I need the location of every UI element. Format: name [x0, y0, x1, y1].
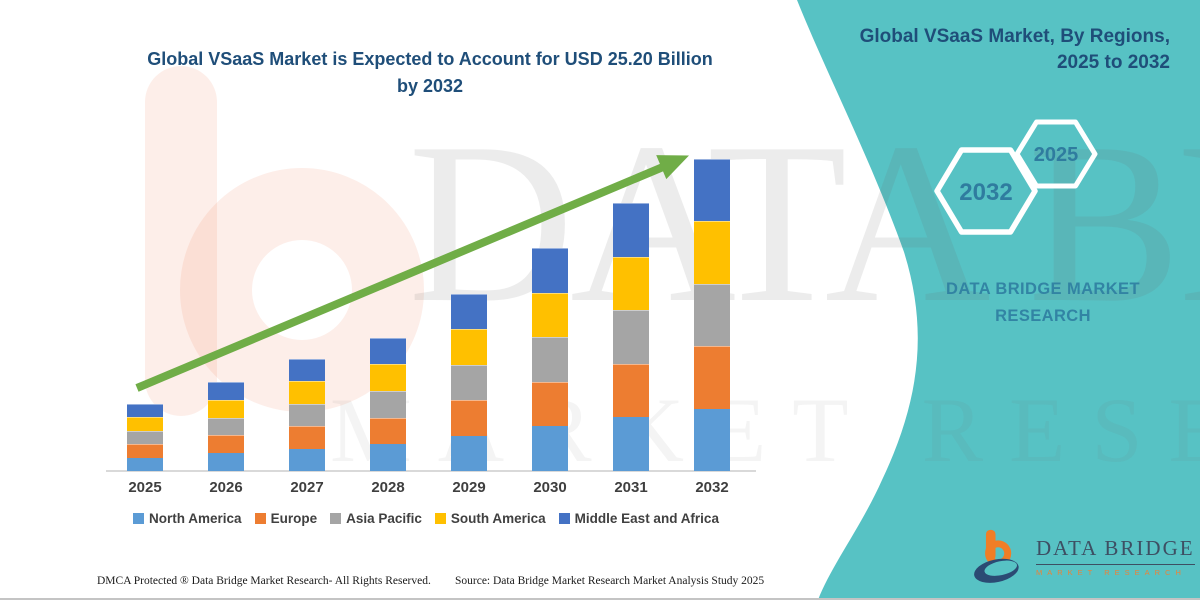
bar-segment-north-america: [127, 457, 163, 471]
bar-segment-asia-pacific: [289, 403, 325, 427]
side-panel-heading: Global VSaaS Market, By Regions, 2025 to…: [850, 24, 1170, 76]
bar-segment-europe: [208, 435, 244, 454]
legend-label-north-america: North America: [149, 511, 242, 526]
bar-segment-europe: [694, 346, 730, 409]
bar-segment-asia-pacific: [451, 364, 487, 401]
bar-segment-middle-east-and-africa: [127, 404, 163, 418]
bar-segment-south-america: [613, 256, 649, 311]
chart-title: Global VSaaS Market is Expected to Accou…: [90, 46, 770, 100]
bar-segment-north-america: [289, 448, 325, 471]
side-heading-line1: Global VSaaS Market, By Regions,: [859, 26, 1170, 47]
bar-segment-europe: [370, 417, 406, 445]
hexagon-2032: [934, 147, 1038, 235]
legend-swatch-asia-pacific: [330, 513, 342, 524]
x-axis-label-2031: 2031: [614, 479, 648, 496]
bar-segment-middle-east-and-africa: [208, 382, 244, 400]
bar-2028: [370, 337, 406, 471]
bar-segment-north-america: [532, 426, 568, 471]
bar-segment-middle-east-and-africa: [613, 203, 649, 257]
bar-segment-europe: [532, 381, 568, 427]
bar-segment-south-america: [208, 399, 244, 418]
bar-2032: [694, 159, 730, 471]
bar-segment-europe: [613, 363, 649, 418]
legend-label-asia-pacific: Asia Pacific: [346, 511, 422, 526]
bar-segment-asia-pacific: [208, 417, 244, 436]
legend-item-north-america: North America: [133, 511, 242, 526]
chart-title-line2: by 2032: [396, 76, 464, 96]
company-logo-title: DATA BRIDGE: [1036, 536, 1195, 565]
x-axis-label-2028: 2028: [371, 479, 405, 496]
hexagon-2025-label: 2025: [1034, 144, 1079, 166]
x-axis-label-2029: 2029: [452, 479, 486, 496]
bar-segment-asia-pacific: [694, 283, 730, 347]
x-axis-line: [106, 470, 756, 472]
legend-item-asia-pacific: Asia Pacific: [330, 511, 422, 526]
legend-swatch-north-america: [133, 513, 145, 524]
x-axis-label-2027: 2027: [290, 479, 324, 496]
source-note: Source: Data Bridge Market Research Mark…: [455, 575, 765, 587]
legend-label-europe: Europe: [270, 511, 318, 526]
bar-2025: [127, 404, 163, 471]
legend-item-south-america: South America: [434, 511, 546, 526]
hexagon-2032-label: 2032: [959, 179, 1012, 206]
legend-swatch-south-america: [434, 513, 446, 524]
teal-panel-shape: [797, 0, 1200, 600]
legend-swatch-europe: [254, 513, 266, 524]
bar-segment-europe: [289, 426, 325, 449]
legend-label-middle-east-and-africa: Middle East and Africa: [574, 511, 719, 526]
bar-segment-asia-pacific: [613, 310, 649, 364]
hexagon-2025: [1014, 119, 1098, 189]
dmca-notice: DMCA Protected ® Data Bridge Market Rese…: [97, 575, 431, 587]
bar-segment-middle-east-and-africa: [289, 359, 325, 382]
bar-segment-south-america: [694, 221, 730, 284]
bar-segment-middle-east-and-africa: [532, 248, 568, 293]
company-logo-text: DATA BRIDGE MARKET RESEARCH: [1036, 536, 1195, 577]
legend-item-middle-east-and-africa: Middle East and Africa: [558, 511, 719, 526]
legend-label-south-america: South America: [450, 511, 546, 526]
bar-2026: [208, 382, 244, 471]
bar-segment-middle-east-and-africa: [694, 159, 730, 222]
bar-segment-asia-pacific: [127, 430, 163, 445]
x-axis-label-2026: 2026: [209, 479, 243, 496]
brand-wordmark-line1: DATA BRIDGE MARKET: [946, 280, 1140, 298]
legend-swatch-middle-east-and-africa: [558, 513, 570, 524]
side-heading-line2: 2025 to 2032: [1056, 52, 1170, 73]
bar-segment-asia-pacific: [532, 337, 568, 382]
bar-2031: [613, 203, 649, 471]
company-logo-icon: [974, 529, 1019, 583]
bar-segment-middle-east-and-africa: [451, 294, 487, 330]
x-axis-label-2032: 2032: [695, 479, 729, 496]
bar-segment-north-america: [208, 453, 244, 471]
bar-2030: [532, 248, 568, 471]
chart-legend: North America Europe Asia Pacific South Ame…: [88, 511, 764, 526]
bar-segment-south-america: [451, 329, 487, 365]
company-logo-subtitle: MARKET RESEARCH: [1036, 567, 1186, 577]
year-hexagons: 2025 2032: [934, 119, 1098, 235]
bar-2027: [289, 359, 325, 471]
bar-segment-south-america: [289, 381, 325, 404]
bar-segment-asia-pacific: [370, 390, 406, 418]
bar-segment-europe: [451, 400, 487, 436]
bottom-divider: [0, 598, 1200, 600]
company-logo: DATA BRIDGE MARKET RESEARCH: [972, 527, 1195, 585]
bar-segment-middle-east-and-africa: [370, 337, 406, 365]
bar-segment-south-america: [127, 417, 163, 431]
bar-segment-north-america: [370, 444, 406, 471]
bar-segment-europe: [127, 444, 163, 458]
bar-segment-south-america: [370, 364, 406, 391]
x-axis-label-2025: 2025: [128, 479, 162, 496]
bar-segment-north-america: [613, 417, 649, 471]
bar-segment-south-america: [532, 292, 568, 338]
x-axis-label-2030: 2030: [533, 479, 567, 496]
bar-segment-north-america: [451, 435, 487, 471]
brand-wordmark: DATA BRIDGE MARKET RESEARCH: [918, 276, 1168, 330]
bar-segment-north-america: [694, 408, 730, 471]
chart-title-line1: Global VSaaS Market is Expected to Accou…: [147, 49, 713, 69]
legend-item-europe: Europe: [254, 511, 318, 526]
brand-wordmark-line2: RESEARCH: [995, 307, 1091, 325]
bar-2029: [451, 294, 487, 471]
